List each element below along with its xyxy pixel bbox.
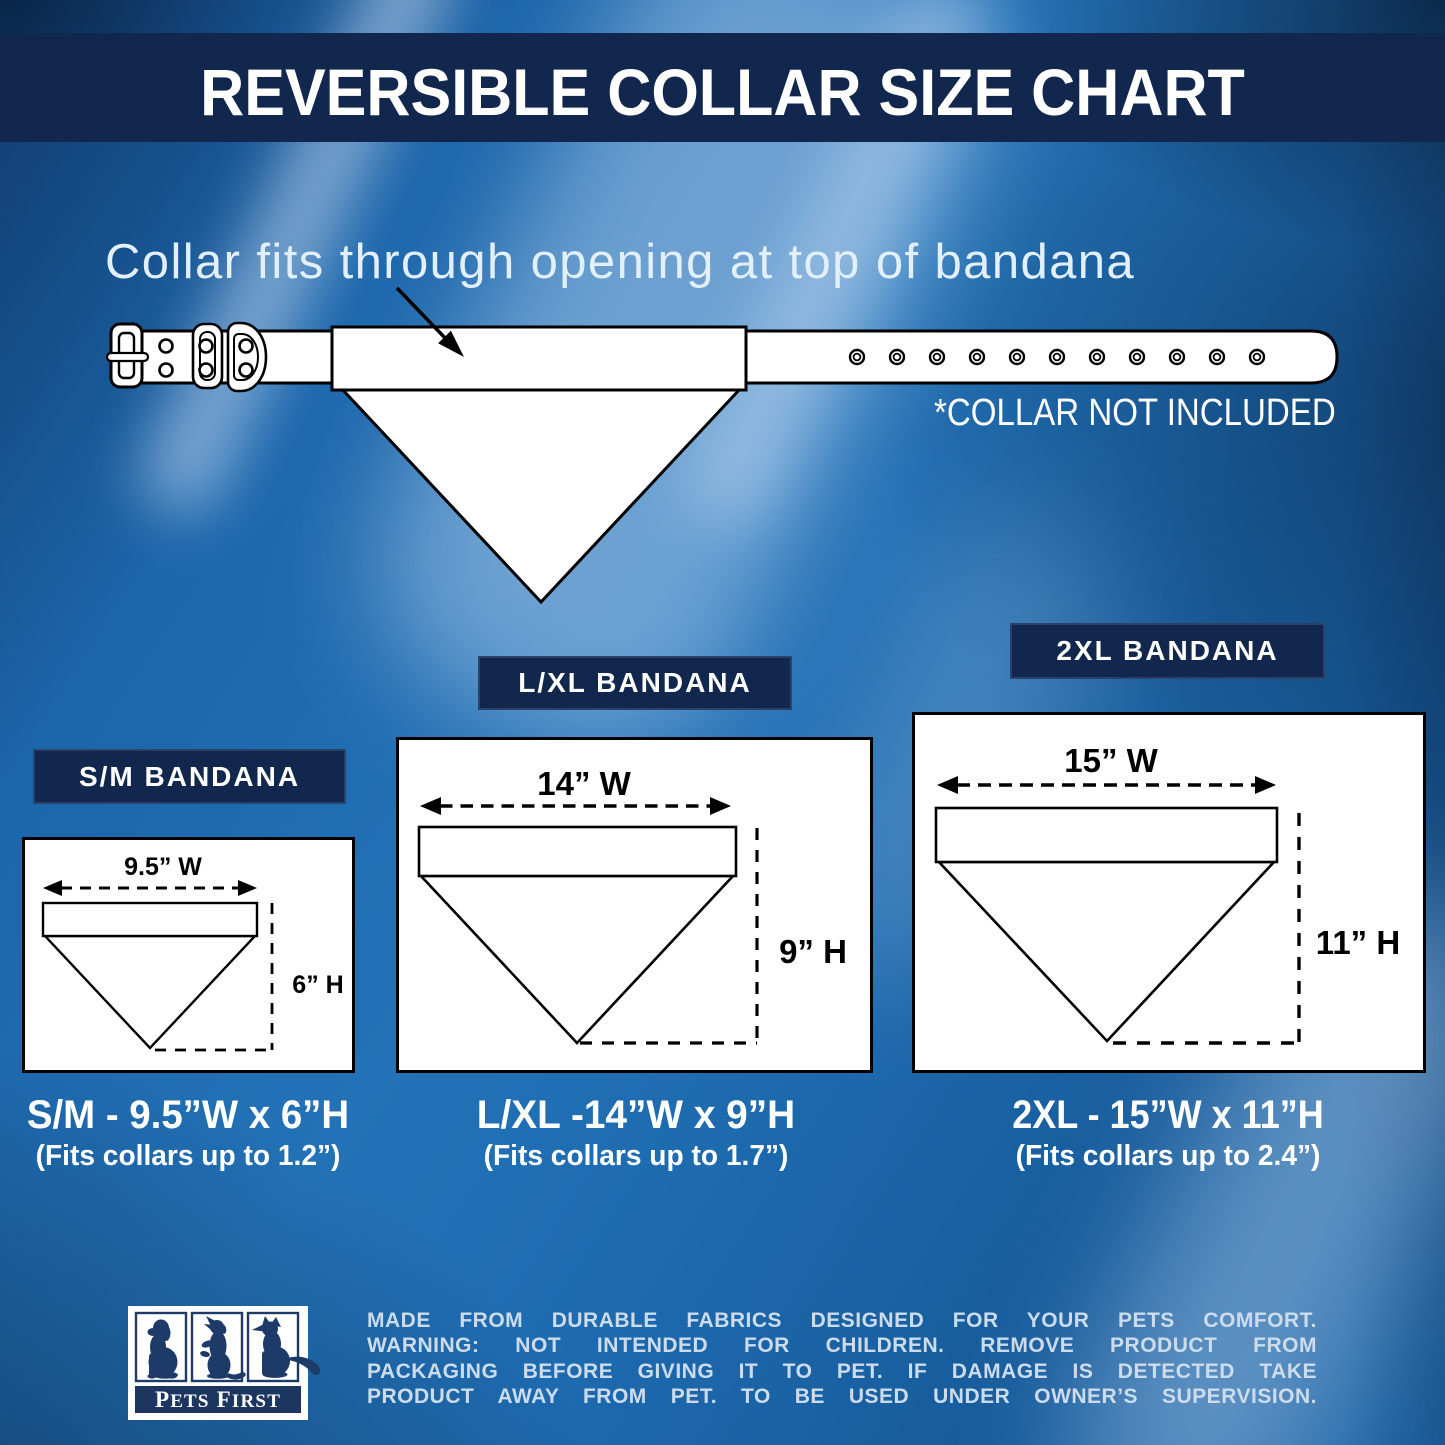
- svg-text:PETS FIRST: PETS FIRST: [155, 1387, 281, 1412]
